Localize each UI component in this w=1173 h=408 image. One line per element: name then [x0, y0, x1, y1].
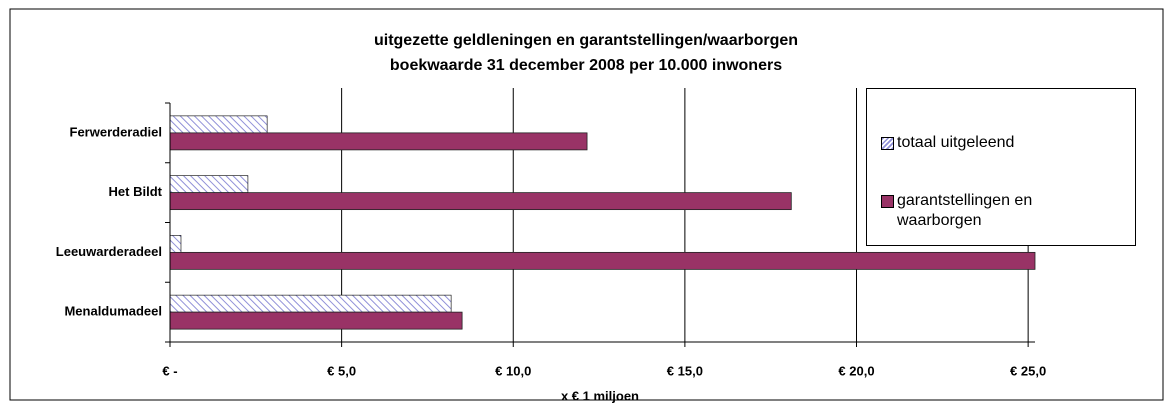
bar [169, 175, 249, 193]
legend-item: garantstellingen en waarborgen [881, 191, 1047, 231]
x-tick-label: € - [162, 363, 177, 378]
legend-label: garantstellingen en waarborgen [897, 192, 1033, 229]
legend-item: totaal uitgeleend [881, 133, 1047, 153]
y-tick-label: Het Bildt [109, 184, 163, 199]
legend-swatch [881, 195, 894, 208]
legend: totaal uitgeleend garantstellingen en waa… [866, 88, 1136, 246]
legend-swatch [881, 137, 894, 150]
chart-title: boekwaarde 31 december 2008 per 10.000 i… [390, 57, 782, 74]
legend-label: totaal uitgeleend [897, 134, 1015, 151]
y-tick-label: Leeuwarderadeel [56, 244, 162, 259]
bar [169, 115, 268, 134]
y-tick-label: Menaldumadeel [64, 304, 162, 319]
x-axis-label: x € 1 miljoen [561, 388, 639, 403]
x-tick-label: € 20,0 [838, 363, 874, 378]
chart-title: uitgezette geldleningen en garantstellin… [374, 32, 798, 49]
bar [169, 132, 588, 151]
bar [169, 311, 463, 330]
bar [169, 294, 452, 313]
x-tick-label: € 5,0 [327, 363, 356, 378]
y-tick-label: Ferwerderadiel [70, 124, 163, 139]
x-tick-label: € 25,0 [1010, 363, 1046, 378]
x-tick-label: € 10,0 [495, 363, 531, 378]
bar [169, 192, 792, 211]
bar [169, 235, 182, 253]
x-tick-label: € 15,0 [667, 363, 703, 378]
bar [169, 251, 1036, 270]
